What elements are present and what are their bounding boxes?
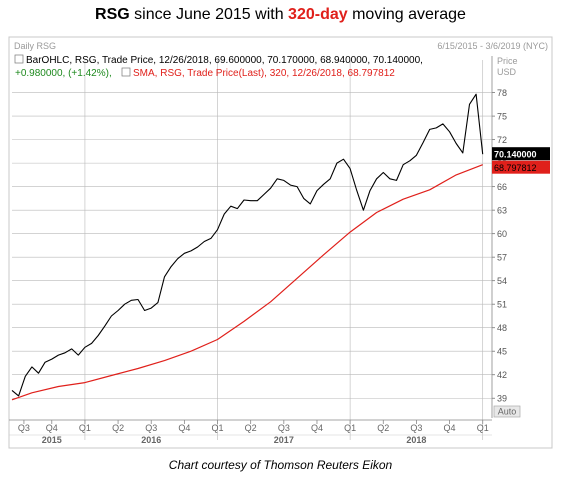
title-ticker: RSG <box>95 6 130 23</box>
title-highlight: 320-day <box>288 6 348 23</box>
y-tick-label: 57 <box>497 253 507 263</box>
last-price-box <box>492 147 550 161</box>
x-quarter-label: Q1 <box>477 423 489 433</box>
page-title: RSG since June 2015 with 320-day moving … <box>0 6 561 24</box>
y-tick-label: 75 <box>497 112 507 122</box>
x-quarter-label: Q1 <box>212 423 224 433</box>
y-tick-label: 63 <box>497 206 507 216</box>
x-quarter-label: Q2 <box>377 423 389 433</box>
x-quarter-label: Q4 <box>178 423 190 433</box>
x-quarter-label: Q3 <box>410 423 422 433</box>
auto-badge <box>493 405 521 418</box>
legend-change: +0.980000, (+1.42%), <box>15 68 112 79</box>
x-quarter-label: Q4 <box>46 423 58 433</box>
x-quarter-label: Q3 <box>145 423 157 433</box>
chart-frame <box>8 36 553 449</box>
x-year-label: 2017 <box>274 435 294 445</box>
last-sma-box <box>492 160 550 174</box>
date-range: 6/15/2015 - 3/6/2019 (NYC) <box>437 41 548 51</box>
chart-caption: Chart courtesy of Thomson Reuters Eikon <box>168 458 393 472</box>
y-tick-label: 48 <box>497 323 507 333</box>
y-tick-label: 54 <box>497 276 507 286</box>
y-tick-label: 45 <box>497 347 507 357</box>
x-quarter-label: Q2 <box>112 423 124 433</box>
x-quarter-label: Q4 <box>311 423 323 433</box>
x-year-label: 2018 <box>406 435 426 445</box>
title-text-end: moving average <box>347 6 466 23</box>
auto-label: Auto <box>498 407 517 417</box>
sma-icon <box>121 67 131 77</box>
y-axis-label: Price <box>497 56 518 66</box>
price-series-line <box>11 93 484 397</box>
y-tick-label: 66 <box>497 182 507 192</box>
legend-sma: SMA, RSG, Trade Price(Last), 320, 12/26/… <box>133 68 395 79</box>
y-tick-label: 78 <box>497 88 507 98</box>
y-tick-label: 51 <box>497 300 507 310</box>
y-tick-label: 39 <box>497 394 507 404</box>
panel-title: Daily RSG <box>14 41 56 51</box>
x-quarter-label: Q2 <box>245 423 257 433</box>
x-quarter-label: Q1 <box>79 423 91 433</box>
y-tick-label: 72 <box>497 135 507 145</box>
x-year-label: 2015 <box>42 435 62 445</box>
last-price-label: 70.140000 <box>494 150 537 160</box>
y-axis-unit: USD <box>497 67 517 77</box>
last-sma-label: 68.797812 <box>494 163 537 173</box>
x-quarter-label: Q3 <box>18 423 30 433</box>
x-quarter-label: Q4 <box>444 423 456 433</box>
x-quarter-label: Q3 <box>278 423 290 433</box>
y-tick-label: 60 <box>497 229 507 239</box>
sma-series-line <box>11 164 483 401</box>
y-tick-label: 42 <box>497 370 507 380</box>
legend-price: BarOHLC, RSG, Trade Price, 12/26/2018, 6… <box>26 55 423 66</box>
bar-ohlc-icon <box>14 54 24 64</box>
title-text: since June 2015 with <box>129 6 289 23</box>
x-quarter-label: Q1 <box>344 423 356 433</box>
x-year-label: 2016 <box>141 435 161 445</box>
